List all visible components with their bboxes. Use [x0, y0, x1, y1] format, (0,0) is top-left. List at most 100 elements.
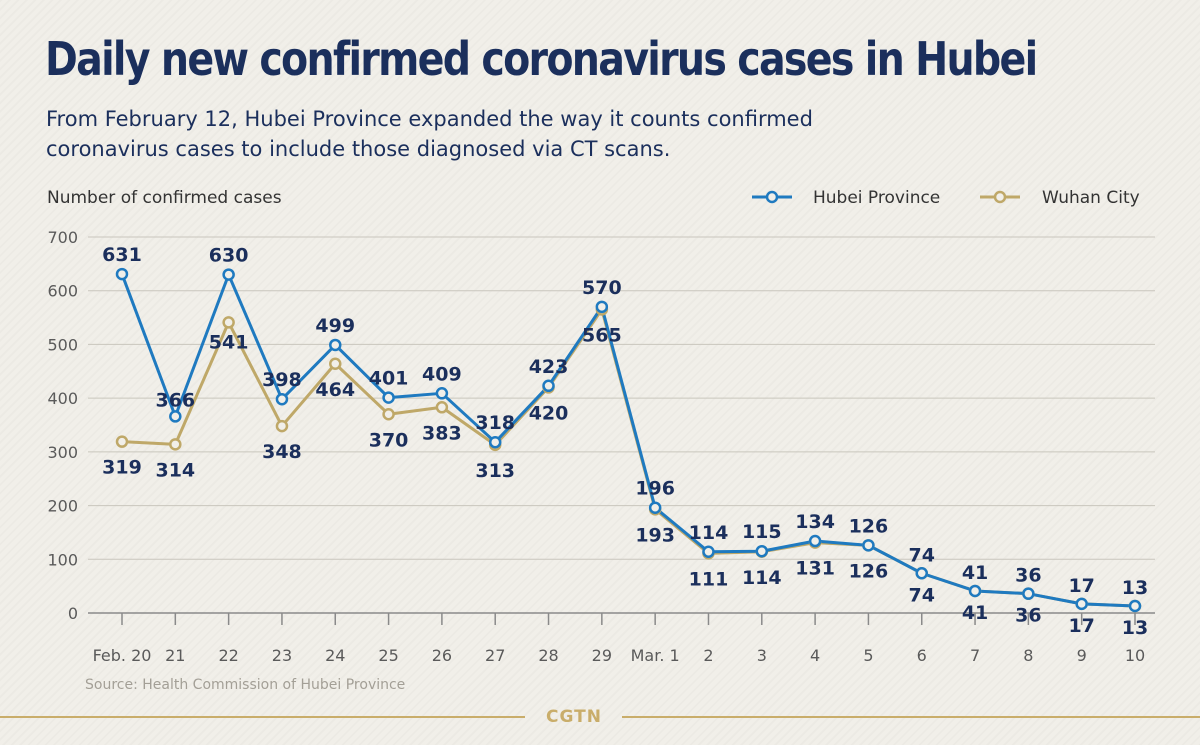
data-label-wuhan: 370 — [369, 429, 409, 451]
data-label-hubei: 17 — [1068, 575, 1094, 597]
y-tick-label: 300 — [47, 443, 78, 462]
data-point — [382, 408, 395, 421]
data-label-hubei: 630 — [209, 245, 249, 267]
data-label-wuhan: 36 — [1015, 605, 1041, 627]
y-tick-label: 200 — [47, 497, 78, 516]
data-label-wuhan: 541 — [209, 331, 249, 353]
data-label-wuhan: 126 — [849, 560, 889, 582]
x-tick-label: Feb. 20 — [93, 646, 152, 665]
data-point — [382, 391, 395, 404]
y-tick-label: 400 — [47, 389, 78, 408]
data-label-hubei: 74 — [909, 544, 935, 566]
data-label-hubei: 126 — [849, 515, 889, 537]
data-label-wuhan: 314 — [155, 459, 195, 481]
data-label-wuhan: 319 — [102, 457, 142, 479]
data-label-wuhan: 17 — [1068, 615, 1094, 637]
x-tick-label: 8 — [1023, 646, 1033, 665]
data-label-hubei: 36 — [1015, 565, 1041, 587]
data-point — [329, 357, 342, 371]
data-label-wuhan: 74 — [909, 584, 935, 606]
x-tick-label: 3 — [757, 646, 767, 665]
data-label-hubei: 134 — [795, 511, 835, 533]
data-label-hubei: 366 — [155, 389, 195, 411]
data-point — [1075, 597, 1088, 611]
data-label-wuhan: 383 — [422, 422, 462, 444]
data-point — [595, 300, 609, 314]
x-tick-label: 2 — [703, 646, 713, 665]
data-label-wuhan: 348 — [262, 441, 302, 463]
data-label-wuhan: 111 — [689, 568, 729, 590]
x-tick-label: 6 — [917, 646, 927, 665]
data-point — [862, 539, 875, 552]
data-point — [755, 544, 769, 558]
data-label-hubei: 631 — [102, 244, 142, 266]
data-point — [915, 567, 928, 580]
x-tick-label: 27 — [485, 646, 505, 665]
data-label-hubei: 570 — [582, 277, 622, 299]
x-tick-label: 24 — [325, 646, 345, 665]
data-label-wuhan: 131 — [795, 558, 835, 580]
data-label-wuhan: 464 — [315, 379, 355, 401]
chart-subtitle: From February 12, Hubei Province expande… — [46, 104, 1046, 164]
footer-divider-left — [0, 716, 525, 718]
data-label-hubei: 318 — [475, 412, 515, 434]
x-tick-label: 9 — [1077, 646, 1087, 665]
data-label-hubei: 423 — [529, 356, 569, 378]
y-tick-label: 600 — [47, 282, 78, 301]
x-tick-label: 29 — [592, 646, 612, 665]
y-tick-label: 100 — [47, 550, 78, 569]
legend-marker — [993, 190, 1007, 204]
data-point — [115, 435, 129, 448]
data-point — [542, 379, 555, 393]
data-point — [702, 545, 715, 559]
chart-title: Daily new confirmed coronavirus cases in… — [45, 32, 1038, 86]
legend-marker — [765, 190, 779, 204]
data-label-hubei: 41 — [962, 562, 988, 584]
y-axis-label: Number of confirmed cases — [47, 188, 282, 208]
data-label-wuhan: 420 — [529, 402, 569, 424]
y-tick-label: 0 — [68, 604, 78, 623]
x-tick-label: 25 — [378, 646, 398, 665]
data-label-hubei: 115 — [742, 521, 782, 543]
data-point — [1022, 587, 1035, 600]
data-label-wuhan: 313 — [475, 460, 515, 482]
data-point — [648, 501, 662, 514]
data-label-hubei: 398 — [262, 369, 302, 391]
data-point — [968, 584, 982, 598]
data-label-hubei: 401 — [369, 368, 409, 390]
data-label-hubei: 409 — [422, 363, 462, 385]
x-tick-label: 21 — [165, 646, 185, 665]
data-label-wuhan: 114 — [742, 567, 782, 589]
data-label-hubei: 13 — [1122, 577, 1148, 599]
data-point — [435, 401, 449, 414]
x-tick-label: Mar. 1 — [631, 646, 680, 665]
data-point — [169, 410, 182, 423]
data-point — [275, 419, 289, 433]
x-tick-label: 5 — [863, 646, 873, 665]
x-tick-label: 10 — [1125, 646, 1145, 665]
x-tick-label: 28 — [538, 646, 558, 665]
data-point — [275, 392, 289, 406]
data-point — [1128, 599, 1142, 613]
data-point — [115, 267, 129, 281]
data-point — [488, 435, 502, 449]
series-line — [120, 273, 1136, 608]
data-label-wuhan: 193 — [635, 524, 675, 546]
subtitle-line-2: coronavirus cases to include those diagn… — [46, 137, 671, 161]
legend-label: Hubei Province — [813, 188, 940, 208]
data-label-hubei: 114 — [689, 522, 729, 544]
x-tick-label: 22 — [218, 646, 238, 665]
data-label-wuhan: 41 — [962, 602, 988, 624]
brand-logo: CGTN — [546, 707, 602, 727]
x-tick-label: 4 — [810, 646, 820, 665]
data-point — [435, 387, 449, 400]
x-tick-label: 23 — [272, 646, 292, 665]
subtitle-line-1: From February 12, Hubei Province expande… — [46, 107, 813, 131]
data-label-wuhan: 565 — [582, 325, 622, 347]
x-tick-label: 7 — [970, 646, 980, 665]
data-label-wuhan: 13 — [1122, 617, 1148, 639]
x-tick-label: 26 — [432, 646, 452, 665]
data-label-hubei: 499 — [315, 315, 355, 337]
source-note: Source: Health Commission of Hubei Provi… — [85, 677, 406, 693]
